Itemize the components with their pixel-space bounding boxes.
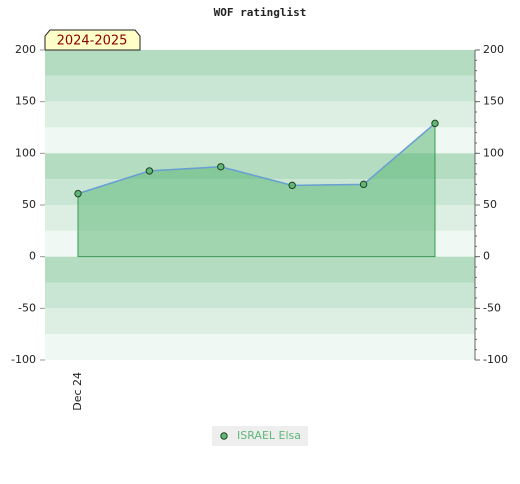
legend-marker <box>220 432 228 440</box>
badge-box <box>44 29 141 51</box>
y-tick-label: -100 <box>11 353 36 366</box>
y2-tick-label: 0 <box>483 250 490 263</box>
y-tick-label: 100 <box>15 146 36 159</box>
x-tick-label: Dec 24 <box>71 372 84 411</box>
legend-label: ISRAEL Elsa <box>237 429 301 442</box>
chart-title: WOF ratinglist <box>214 6 307 19</box>
band <box>45 334 475 360</box>
point <box>217 163 225 171</box>
plot <box>74 119 439 258</box>
point <box>288 181 296 190</box>
y2-tick-label: -50 <box>483 301 501 314</box>
band <box>45 256 475 283</box>
band <box>45 75 475 102</box>
y-tick-label: 150 <box>15 95 36 108</box>
y-tick-label: -50 <box>18 301 36 314</box>
y2-tick-label: 150 <box>483 95 504 108</box>
point <box>431 119 439 128</box>
point <box>359 180 368 189</box>
band <box>45 127 475 154</box>
band <box>45 282 475 309</box>
point <box>145 167 154 175</box>
y2-tick-label: 100 <box>483 146 504 159</box>
band <box>45 50 475 76</box>
badge: 2024-2025 <box>57 34 128 49</box>
band <box>45 101 475 128</box>
line <box>77 122 436 195</box>
y2-tick-label: 200 <box>483 43 504 56</box>
y-tick-label: 0 <box>29 250 36 263</box>
y2-tick-label: -100 <box>483 353 508 366</box>
band <box>45 308 475 335</box>
y-tick-label: 50 <box>22 198 36 211</box>
y2-tick-label: 50 <box>483 198 497 211</box>
point <box>74 189 82 198</box>
legend-box <box>212 426 308 446</box>
y-tick-label: 200 <box>15 43 36 56</box>
